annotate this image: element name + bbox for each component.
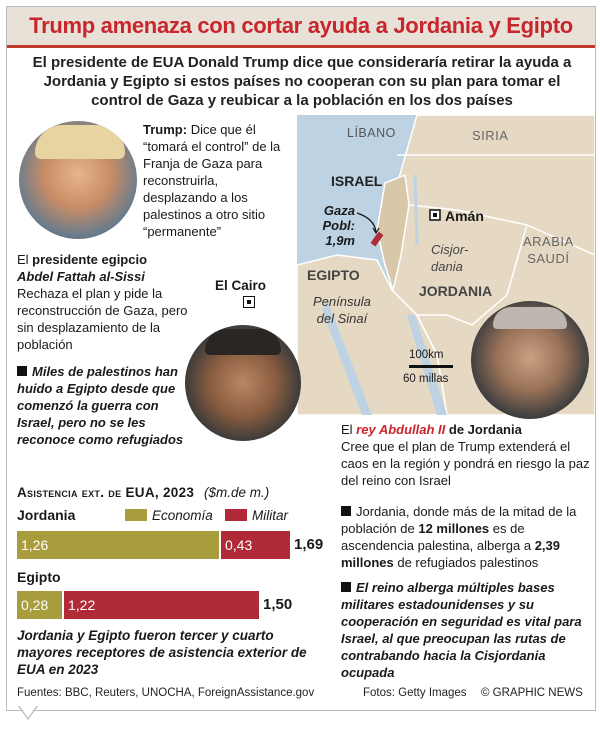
bar-value-label: 0,28 [21,597,49,613]
cat-label-0: Jordania [17,507,76,523]
bar-jordania-economía: 1,26 [17,531,219,559]
label-libano: LÍBANO [347,126,396,140]
label-egipto: EGIPTO [307,267,360,283]
bar-egipto-economía: 0,28 [17,591,62,619]
legend-militar: Militar [225,508,288,523]
intro-text: El presidente de EUA Donald Trump dice q… [32,54,572,109]
hair-shape [35,125,125,159]
label-israel: ISRAEL [331,173,383,189]
jordan-river [413,174,419,246]
label-jordania: JORDANIA [419,283,493,299]
chart-unit: ($m.de m.) [203,485,270,500]
sisi-block: El presidente egipcio Abdel Fattah al-Si… [17,252,188,352]
hair-shape [493,307,567,329]
frame-tail [18,705,38,720]
label-cairo: El Cairo [215,278,267,293]
bar-row-jordania: 1,26 0,43 1,69 [17,531,323,559]
chart-heading-row: Asistencia ext. de EUA, 2023 ($m.de m.) [17,485,269,500]
page-title: Trump amenaza con cortar ayuda a Jordani… [29,13,573,38]
abdullah-note2: El reino alberga múltiples bases militar… [341,580,582,680]
footer-credit: © GRAPHIC NEWS [481,687,583,699]
bar-row-egipto: 0,28 1,22 1,50 [17,591,297,619]
border-jordan [408,204,528,326]
hair-shape [205,329,281,355]
footer-sources: Fuentes: BBC, Reuters, UNOCHA, ForeignAs… [17,687,315,699]
gaza-arrow [356,212,377,233]
trump-name: Trump: [143,122,188,137]
label-arabia: ARABIA SAUDÍ [523,234,574,266]
label-aman: Amán [445,208,484,224]
label-siria: SIRIA [472,128,509,143]
bar-value-label: 1,26 [21,537,49,553]
label-gaza: Gaza Pobl: 1,9m [322,203,356,248]
footer-photos: Fotos: Getty Images [363,687,467,699]
border-saudi [526,224,595,256]
cairo-marker [243,296,255,308]
label-sinai: Península del Sinaí [313,294,371,326]
abdullah-name: rey Abdullah II [356,422,446,437]
cat-label-1: Egipto [17,569,61,585]
legend-economia: Economía [125,508,213,523]
label-cisjordania: Cisjor- dania [431,242,469,274]
abdullah-note1: Jordania, donde más de la mitad de la po… [341,504,577,570]
bar-total-label: 1,69 [294,536,324,553]
trump-text: Dice que él “tomará el control” de la Fr… [143,122,281,239]
bar-value-label: 0,43 [225,537,253,553]
abdullah-block: El rey Abdullah II de Jordania Cree que … [341,422,590,488]
scale-km: 100km [409,349,444,361]
gaza-strip [370,231,384,247]
bullet-square [341,582,351,592]
bar-egipto-militar: 1,22 [64,591,259,619]
scale-bar [409,365,453,368]
trump-block: Trump: Dice que él “tomará el control” d… [143,121,293,240]
sisi-photo [185,325,301,441]
bar-total-label: 1,50 [263,596,293,613]
scale-mi: 60 millas [403,373,449,385]
infographic: Trump amenaza con cortar ayuda a Jordani… [6,6,596,711]
trump-photo [19,121,137,239]
sisi-role: presidente egipcio [32,252,148,267]
sisi-name: Abdel Fattah al-Sissi [17,269,145,284]
bullet-square [341,506,351,516]
bullet-square [17,366,27,376]
bar-value-label: 1,22 [68,597,96,613]
sisi-note: Miles de palestinos han huido a Egipto d… [17,364,184,447]
sisi-text: Rechaza el plan y pide la reconstrucción… [17,286,188,352]
gulf-suez [322,300,372,415]
chart-heading: Asistencia ext. de EUA, 2023 [17,485,195,500]
abdullah-photo [471,301,589,419]
chart-note: Jordania y Egipto fueron tercer y cuarto… [17,628,307,677]
bar-jordania-militar: 0,43 [221,531,290,559]
abdullah-text: Cree que el plan de Trump extenderá el c… [341,439,590,488]
title-bar: Trump amenaza con cortar ayuda a Jordani… [7,7,595,48]
